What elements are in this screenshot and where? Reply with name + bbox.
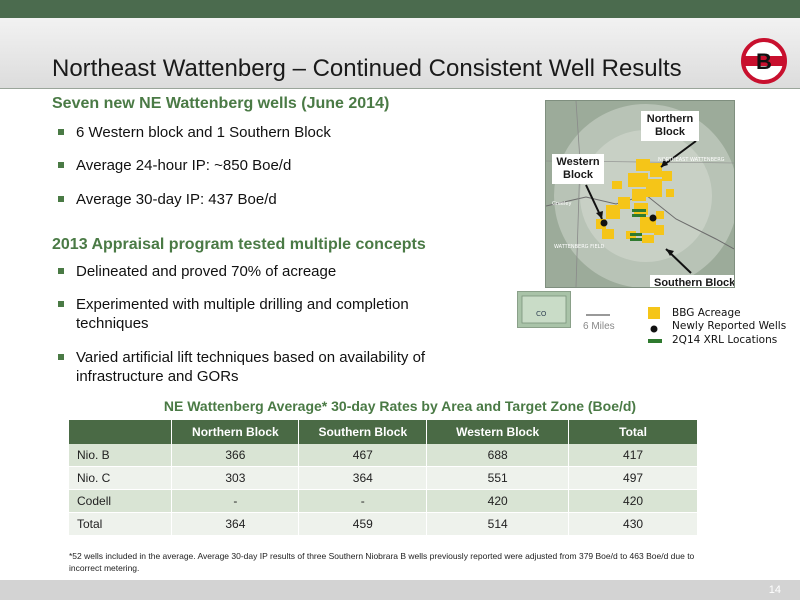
table-cell: 551 (426, 466, 570, 490)
table-cell: Nio. B (69, 444, 173, 467)
section2-heading: 2013 Appraisal program tested multiple c… (52, 236, 426, 253)
table-header-cell: Total (568, 420, 698, 444)
xrl-legend-icon (648, 339, 662, 343)
bullet-square-icon (58, 301, 64, 307)
section1-bullet: Average 30-day IP: 437 Boe/d (58, 190, 488, 209)
legend-wells: Newly Reported Wells (672, 320, 787, 332)
table-cell: Nio. C (69, 466, 173, 490)
scale-bar (586, 314, 610, 316)
title-band (0, 18, 800, 88)
table-cell: - (298, 489, 428, 513)
acreage-legend-icon (648, 307, 660, 319)
bullet-square-icon (58, 354, 64, 360)
table-cell: 459 (298, 512, 428, 536)
table-cell: 364 (298, 466, 428, 490)
table-cell: 688 (426, 444, 570, 467)
table-row: Codell - - 420 420 (69, 489, 698, 513)
section1-bullet: Average 24-hour IP: ~850 Boe/d (58, 156, 488, 175)
table-cell: - (171, 489, 300, 513)
footnote: *52 wells included in the average. Avera… (69, 551, 695, 573)
page-number: 14 (768, 584, 781, 596)
northern-block-label: Northern Block (641, 111, 699, 141)
bullet-square-icon (58, 196, 64, 202)
table-title: NE Wattenberg Average* 30-day Rates by A… (163, 398, 637, 414)
table-cell: 420 (568, 489, 698, 513)
table-cell: 364 (171, 512, 300, 536)
scale-label: 6 Miles (583, 321, 615, 332)
rates-table: Northern Block Southern Block Western Bl… (69, 420, 698, 536)
section1-heading: Seven new NE Wattenberg wells (June 2014… (52, 95, 390, 112)
colorado-inset-map: CO (517, 291, 571, 328)
company-logo-icon: B (741, 38, 787, 84)
table-header-row: Northern Block Southern Block Western Bl… (69, 420, 698, 444)
top-bar (0, 0, 800, 18)
table-cell: 366 (171, 444, 300, 467)
southern-block-label: Southern Block (650, 275, 734, 287)
acreage-map: NORTHEAST WATTENBERG Greeley WATTENBERG … (545, 100, 735, 288)
page-title: Northeast Wattenberg – Continued Consist… (52, 55, 682, 82)
inset-text: CO (536, 310, 547, 318)
bullet-square-icon (58, 268, 64, 274)
map-text-wf: WATTENBERG FIELD (554, 244, 604, 250)
bullet-square-icon (58, 162, 64, 168)
table-cell: 430 (568, 512, 698, 536)
table-cell: 497 (568, 466, 698, 490)
table-cell: 417 (568, 444, 698, 467)
table-header-cell: Western Block (426, 420, 570, 444)
table-cell: 467 (298, 444, 428, 467)
section1-bullet: 6 Western block and 1 Southern Block (58, 123, 488, 142)
section2-bullet: Delineated and proved 70% of acreage (58, 262, 488, 281)
table-header-cell: Northern Block (171, 420, 300, 444)
table-cell: Total (69, 512, 173, 536)
western-block-label: Western Block (552, 154, 604, 184)
legend-acreage: BBG Acreage (672, 307, 741, 319)
map-text-ne: NORTHEAST WATTENBERG (658, 157, 725, 163)
table-cell: 514 (426, 512, 570, 536)
table-row: Total 364 459 514 430 (69, 512, 698, 536)
table-row: Nio. C 303 364 551 497 (69, 466, 698, 490)
title-divider (0, 88, 800, 89)
table-cell: Codell (69, 489, 173, 513)
map-text-greeley: Greeley (552, 201, 571, 207)
table-cell: 420 (426, 489, 570, 513)
section2-bullet: Experimented with multiple drilling and … (58, 295, 458, 333)
table-header-cell (69, 420, 173, 444)
bottom-bar (0, 580, 800, 600)
table-header-cell: Southern Block (298, 420, 428, 444)
well-legend-icon (650, 325, 658, 333)
table-cell: 303 (171, 466, 300, 490)
table-row: Nio. B 366 467 688 417 (69, 444, 698, 467)
bullet-square-icon (58, 129, 64, 135)
legend-xrl: 2Q14 XRL Locations (672, 334, 778, 346)
logo-letter: B (756, 49, 772, 74)
section2-bullet: Varied artificial lift techniques based … (58, 348, 478, 386)
